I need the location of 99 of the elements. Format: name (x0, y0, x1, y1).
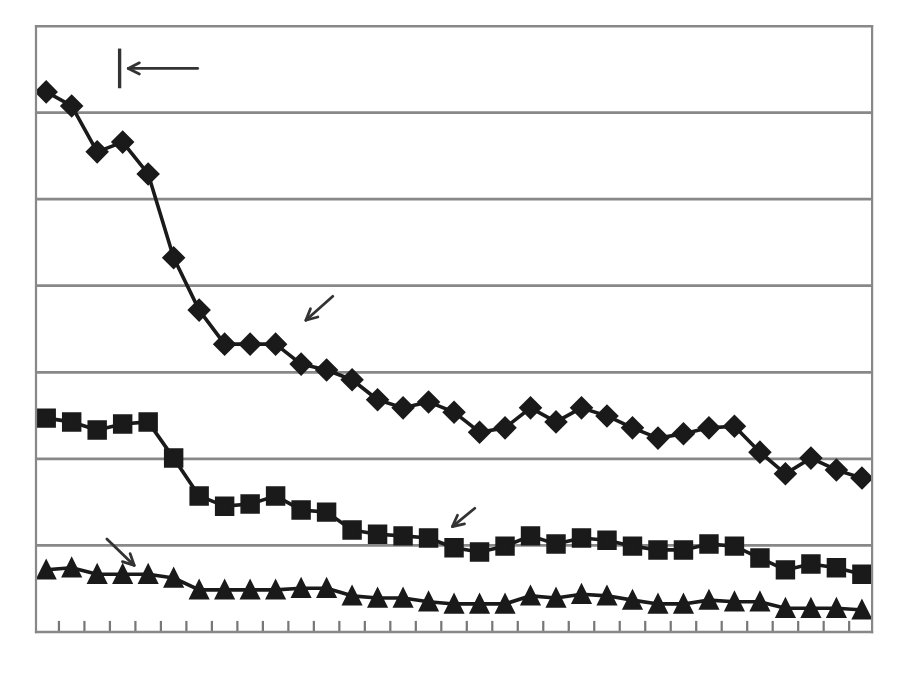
point (61, 558, 82, 578)
point (546, 588, 566, 608)
point (570, 396, 593, 420)
point (366, 388, 389, 411)
point (240, 580, 260, 600)
point (621, 416, 644, 440)
point (393, 588, 413, 608)
point (138, 412, 158, 432)
point (265, 580, 286, 600)
point (622, 536, 643, 556)
point (112, 414, 133, 434)
point (87, 564, 107, 584)
point (673, 594, 694, 614)
point (495, 536, 515, 556)
point (519, 396, 542, 420)
point (495, 594, 515, 614)
point (342, 586, 362, 606)
point (444, 538, 464, 558)
point (163, 568, 184, 588)
point (825, 458, 848, 482)
point (162, 246, 185, 269)
point (393, 526, 413, 546)
point (444, 594, 464, 614)
point (264, 332, 287, 356)
point (724, 592, 745, 612)
point (801, 554, 821, 574)
point (265, 486, 286, 506)
point (544, 410, 568, 434)
point (493, 416, 517, 440)
point (774, 462, 797, 485)
point (367, 588, 388, 608)
point (138, 564, 158, 584)
point (571, 528, 592, 548)
point (60, 94, 83, 118)
point (520, 586, 541, 606)
point (391, 396, 415, 420)
point (189, 486, 209, 506)
point (699, 534, 719, 554)
point (289, 352, 313, 376)
point (342, 520, 362, 540)
point (36, 408, 56, 428)
point (316, 578, 337, 598)
point (750, 592, 770, 612)
point (315, 358, 338, 382)
point (826, 558, 847, 578)
point (291, 500, 311, 520)
point (163, 448, 184, 468)
point (468, 420, 491, 444)
point (520, 526, 541, 546)
point (775, 598, 796, 618)
point (418, 528, 439, 548)
point (750, 548, 770, 568)
point (648, 594, 668, 614)
point (799, 446, 823, 470)
point (571, 584, 592, 604)
point (417, 390, 440, 414)
point (775, 560, 796, 580)
point (697, 416, 721, 440)
point (826, 598, 847, 618)
point (724, 536, 745, 556)
point (85, 140, 109, 164)
point (238, 332, 262, 356)
point (850, 466, 873, 490)
point (646, 426, 670, 450)
point (214, 580, 235, 600)
point (36, 560, 56, 580)
point (213, 332, 236, 356)
point (240, 494, 260, 514)
point (111, 130, 134, 154)
point (136, 162, 160, 186)
point (622, 590, 643, 610)
point (699, 590, 719, 610)
point (442, 400, 466, 424)
point (36, 80, 58, 104)
point (801, 598, 821, 618)
point (112, 564, 133, 584)
point (316, 502, 337, 522)
point (187, 298, 211, 322)
point (61, 412, 82, 432)
point (672, 422, 695, 445)
point (748, 440, 772, 464)
point (87, 420, 107, 440)
point (852, 564, 872, 584)
point (340, 368, 364, 391)
point (597, 530, 617, 550)
point (648, 540, 668, 560)
point (469, 542, 490, 562)
point (673, 540, 694, 560)
point (367, 524, 388, 544)
point (469, 594, 490, 614)
point (214, 496, 235, 516)
point (852, 600, 872, 620)
point (597, 586, 617, 606)
point (189, 580, 209, 600)
point (723, 415, 746, 438)
point (291, 578, 311, 598)
point (418, 592, 439, 612)
point (546, 534, 566, 554)
point (595, 404, 619, 428)
